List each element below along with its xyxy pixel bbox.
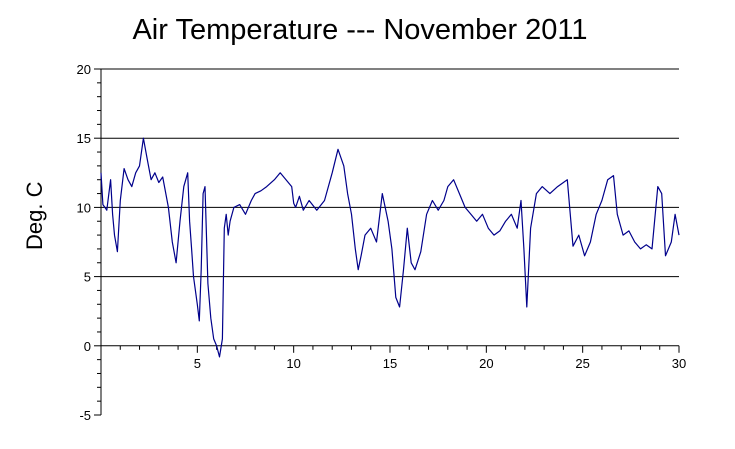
y-tick-label: 5 bbox=[84, 270, 91, 285]
series-group bbox=[100, 137, 680, 358]
y-tick-label: -5 bbox=[79, 408, 91, 423]
gridlines bbox=[101, 68, 679, 278]
x-tick-label: 30 bbox=[672, 356, 686, 371]
tick-labels: -5 0 5 10 15 20 5 10 15 20 25 30 bbox=[77, 62, 687, 423]
x-tick-label: 20 bbox=[479, 356, 493, 371]
x-tick-label: 25 bbox=[575, 356, 589, 371]
y-tick-label: 10 bbox=[77, 200, 91, 215]
chart-title: Air Temperature --- November 2011 bbox=[132, 14, 588, 46]
x-tick-label: 5 bbox=[194, 356, 201, 371]
y-tick-label: 20 bbox=[77, 62, 91, 77]
series-line-0 bbox=[100, 137, 680, 358]
ticks bbox=[94, 68, 680, 416]
y-tick-label: 0 bbox=[84, 339, 91, 354]
y-tick-label: 15 bbox=[77, 131, 91, 146]
x-tick-label: 10 bbox=[286, 356, 300, 371]
x-tick-label: 15 bbox=[383, 356, 397, 371]
